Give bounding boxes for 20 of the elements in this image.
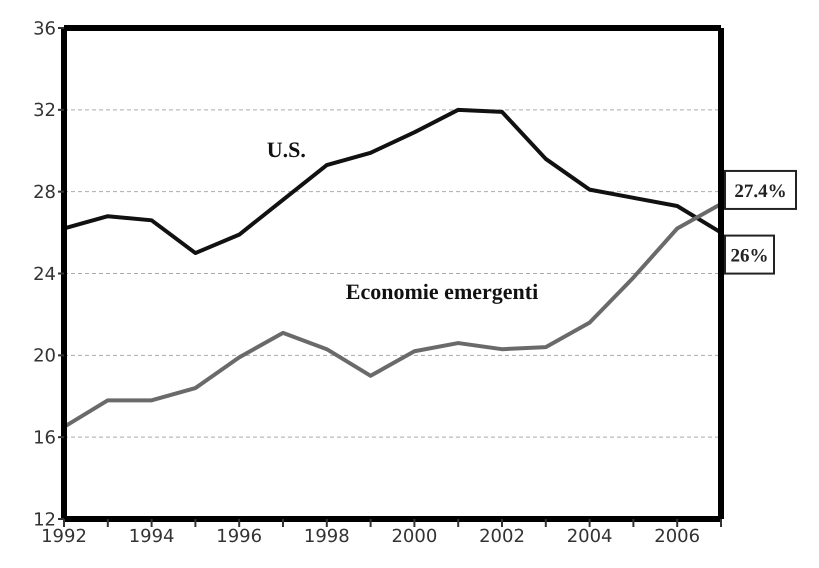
line-series	[64, 202, 721, 429]
line-series	[64, 108, 721, 256]
x-tick-label: 2006	[654, 526, 700, 547]
y-tick-label: 36	[33, 18, 56, 40]
x-tick-label: 1998	[304, 526, 350, 547]
y-tick-label: 32	[33, 100, 56, 122]
y-tick-label: 28	[33, 182, 56, 204]
x-tick-label: 2004	[566, 526, 613, 547]
data-label: 27.4%	[734, 180, 787, 202]
y-tick-label: 20	[33, 346, 56, 367]
series-label: Economie emergenti	[346, 279, 538, 304]
x-tick-label: 2000	[391, 526, 438, 547]
x-tick-label: 1992	[41, 526, 87, 547]
x-tick-label: 1996	[216, 526, 262, 547]
data-label: 26%	[730, 246, 768, 267]
y-tick-label: 24	[33, 264, 56, 285]
x-tick-label: 1994	[128, 526, 175, 547]
series-label: U.S.	[266, 137, 306, 162]
x-tick-label: 2002	[479, 526, 525, 547]
y-tick-label: 16	[33, 428, 56, 449]
